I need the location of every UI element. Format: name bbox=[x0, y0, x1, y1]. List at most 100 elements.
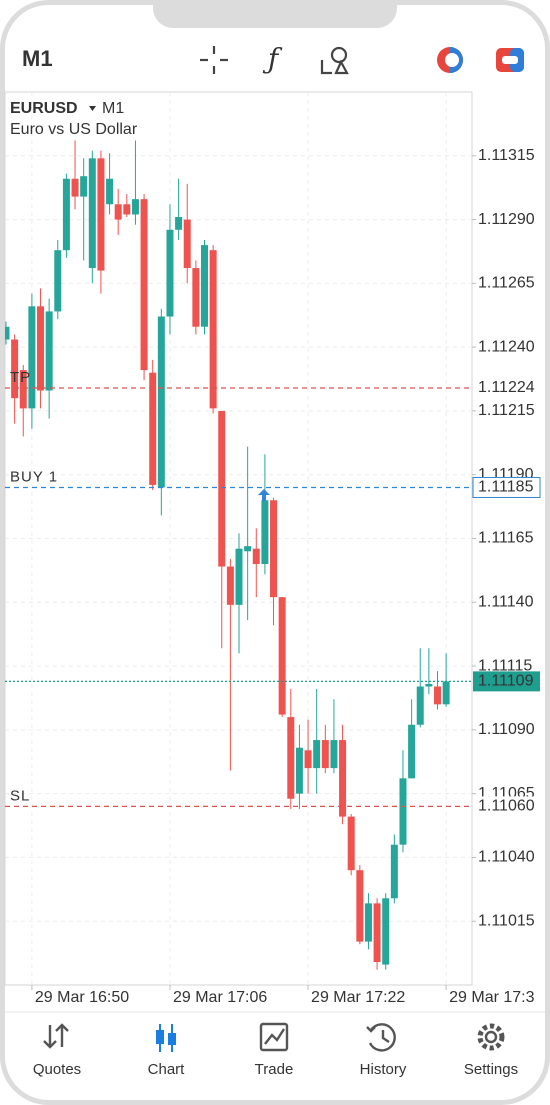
candle-body bbox=[321, 740, 329, 769]
level-box bbox=[472, 476, 541, 498]
timeframe-button[interactable]: M1 bbox=[22, 46, 53, 71]
candle-body bbox=[80, 176, 88, 197]
level-name: BUY 1 bbox=[10, 468, 58, 485]
level-box bbox=[473, 796, 540, 817]
candle-body bbox=[313, 740, 321, 769]
candle-body bbox=[339, 740, 347, 817]
candle-body bbox=[28, 306, 36, 409]
y-tick-label: 1.11040 bbox=[478, 849, 535, 866]
icon bbox=[484, 1030, 498, 1044]
candle-body bbox=[434, 686, 441, 705]
symbol[interactable]: EURUSD bbox=[10, 100, 78, 117]
candle-body bbox=[11, 339, 19, 399]
nav-item[interactable]: Settings bbox=[464, 1023, 518, 1078]
level-price: 1.11224 bbox=[478, 379, 535, 396]
candle-body bbox=[37, 306, 45, 391]
candle-body bbox=[416, 686, 424, 725]
y-tick-label: 1.11165 bbox=[478, 530, 534, 547]
icon bbox=[168, 1033, 176, 1045]
candle-body bbox=[287, 717, 295, 799]
candle-body bbox=[270, 500, 278, 598]
candle-body bbox=[218, 410, 226, 567]
candle-body bbox=[390, 844, 398, 899]
icon bbox=[366, 1023, 396, 1052]
candle-body bbox=[235, 548, 243, 605]
level-box bbox=[473, 377, 540, 398]
x-tick-label: 29 Mar 17:22 bbox=[311, 989, 405, 1006]
candle-body bbox=[399, 778, 407, 845]
candle-body bbox=[140, 199, 148, 371]
y-tick-label: 1.11215 bbox=[478, 402, 535, 419]
level-price: 1.11060 bbox=[478, 798, 535, 815]
level-name: TP bbox=[10, 369, 31, 386]
y-tick-label: 1.11240 bbox=[478, 338, 535, 355]
level-price: 1.11185 bbox=[478, 479, 534, 496]
candle-body bbox=[364, 903, 372, 942]
x-tick-label: 29 Mar 17:06 bbox=[173, 989, 267, 1006]
candle-body bbox=[209, 250, 217, 409]
icon bbox=[156, 1030, 164, 1044]
candle-body bbox=[149, 372, 157, 485]
crosshair-icon[interactable] bbox=[200, 46, 228, 74]
notch bbox=[153, 0, 397, 28]
x-tick-label: 29 Mar 16:50 bbox=[35, 989, 129, 1006]
candle-body bbox=[442, 681, 450, 705]
candle-body bbox=[183, 219, 191, 269]
objects-icon[interactable] bbox=[320, 46, 349, 75]
chart: 1.11315 1.11290 1.11265 1.11240 1.11215 1.111… bbox=[5, 92, 541, 1006]
candle-body bbox=[425, 683, 433, 687]
candle-body bbox=[261, 500, 269, 565]
symbol-dropdown[interactable] bbox=[89, 106, 96, 111]
y-tick-label: 1.11090 bbox=[478, 721, 535, 738]
candle-body bbox=[45, 311, 53, 391]
nav-item[interactable]: History bbox=[360, 1023, 407, 1078]
candle-body bbox=[62, 178, 70, 251]
indicators-icon[interactable]: ƒ bbox=[262, 43, 283, 76]
candle-body bbox=[382, 898, 390, 965]
candle-body bbox=[244, 546, 252, 552]
candle-body bbox=[192, 268, 200, 327]
candle-body bbox=[304, 750, 312, 769]
candle-body bbox=[226, 566, 234, 605]
candle-body bbox=[166, 229, 174, 317]
nav-item[interactable]: Quotes bbox=[33, 1023, 81, 1078]
level-price: 1.11109 bbox=[478, 673, 534, 690]
candle-body bbox=[252, 548, 260, 565]
level-name: SL bbox=[10, 787, 30, 804]
x-tick-label: 29 Mar 17:3 bbox=[449, 989, 534, 1006]
icon bbox=[259, 1022, 289, 1052]
y-tick-label: 1.11115 bbox=[478, 657, 532, 674]
candle-body bbox=[106, 178, 114, 205]
candle-body bbox=[123, 204, 131, 215]
candle-body bbox=[88, 158, 96, 269]
trade-icon[interactable] bbox=[496, 48, 524, 72]
nav-label: Quotes bbox=[33, 1061, 81, 1078]
icon bbox=[477, 1023, 505, 1051]
candle-body bbox=[5, 326, 10, 340]
candle-body bbox=[356, 870, 364, 942]
candle-body bbox=[54, 250, 62, 312]
candle-body bbox=[175, 217, 183, 230]
candle-body bbox=[373, 903, 381, 963]
symbol-description: Euro vs US Dollar bbox=[10, 121, 138, 138]
nav-item[interactable]: Trade bbox=[255, 1022, 294, 1078]
chart-timeframe: M1 bbox=[102, 100, 124, 117]
candle-body bbox=[114, 204, 122, 220]
candle-body bbox=[408, 724, 416, 779]
y-tick-label: 1.11315 bbox=[478, 147, 535, 164]
y-tick-label: 1.11290 bbox=[478, 211, 535, 228]
candle-body bbox=[97, 158, 105, 271]
buy-arrow bbox=[258, 489, 270, 501]
y-tick-label: 1.11140 bbox=[478, 594, 534, 611]
level-box bbox=[473, 671, 540, 692]
account-icon[interactable] bbox=[437, 47, 463, 73]
y-tick-label: 1.11015 bbox=[478, 912, 535, 929]
candle-body bbox=[278, 597, 286, 715]
nav-label: Settings bbox=[464, 1061, 518, 1078]
candle-body bbox=[157, 316, 165, 488]
plot bbox=[5, 92, 472, 985]
y-tick-label: 1.11265 bbox=[478, 275, 535, 292]
candle-body bbox=[200, 245, 208, 327]
nav-item[interactable]: Chart bbox=[148, 1024, 186, 1078]
